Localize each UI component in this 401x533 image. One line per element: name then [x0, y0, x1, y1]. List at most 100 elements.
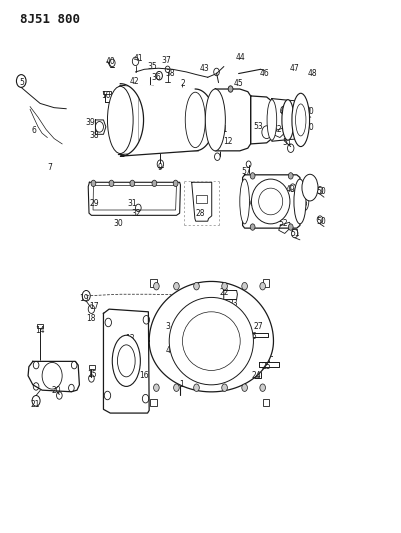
Text: 45: 45 [234, 79, 243, 88]
Text: 34: 34 [219, 367, 229, 376]
Text: 52: 52 [272, 125, 282, 134]
Circle shape [222, 384, 227, 391]
Text: 29: 29 [89, 199, 99, 208]
Ellipse shape [169, 297, 253, 385]
Text: 21: 21 [30, 400, 40, 408]
Bar [263, 279, 269, 287]
Ellipse shape [282, 100, 294, 140]
Text: 23: 23 [229, 300, 238, 308]
Text: 56: 56 [246, 199, 255, 208]
Ellipse shape [240, 179, 249, 224]
Circle shape [174, 384, 179, 391]
Circle shape [109, 180, 114, 187]
Bar [103, 91, 111, 94]
Circle shape [91, 180, 96, 187]
Circle shape [154, 384, 159, 391]
Bar [150, 399, 157, 406]
Circle shape [242, 282, 247, 290]
Text: 40: 40 [105, 57, 115, 66]
Text: 44: 44 [236, 53, 245, 62]
Circle shape [152, 180, 157, 187]
Bar [221, 365, 227, 369]
Text: 27: 27 [254, 322, 263, 330]
Text: 17: 17 [89, 302, 99, 311]
Bar [89, 365, 95, 369]
Bar [150, 279, 157, 287]
Text: 37: 37 [162, 56, 171, 64]
Text: 15: 15 [87, 370, 97, 378]
Circle shape [250, 173, 255, 179]
Circle shape [260, 384, 265, 391]
Text: 39: 39 [85, 118, 95, 127]
Text: 51: 51 [290, 229, 300, 238]
Ellipse shape [112, 335, 140, 386]
Text: 57: 57 [242, 167, 251, 176]
Circle shape [288, 173, 293, 179]
Bar [219, 133, 225, 139]
Text: 13: 13 [126, 334, 135, 343]
Bar [249, 367, 261, 378]
Text: 54: 54 [304, 177, 314, 185]
Text: 38: 38 [166, 69, 175, 77]
Text: 38: 38 [89, 132, 99, 140]
Polygon shape [88, 182, 180, 215]
Circle shape [173, 180, 178, 187]
Text: 16: 16 [140, 372, 149, 380]
Ellipse shape [107, 86, 133, 154]
Polygon shape [243, 175, 300, 228]
Bar [136, 359, 141, 364]
Text: 26: 26 [247, 333, 257, 341]
Circle shape [174, 282, 179, 290]
Text: 14: 14 [35, 326, 45, 335]
Ellipse shape [294, 179, 306, 224]
Text: 35: 35 [148, 62, 157, 71]
Text: 48: 48 [308, 69, 318, 78]
Text: 41: 41 [134, 54, 143, 63]
Polygon shape [120, 84, 215, 156]
Text: 49: 49 [280, 108, 290, 116]
Text: 49: 49 [286, 185, 296, 193]
Text: 50: 50 [304, 124, 314, 132]
Polygon shape [149, 281, 273, 392]
Circle shape [250, 224, 255, 230]
Ellipse shape [292, 93, 310, 147]
Text: 50: 50 [304, 108, 314, 116]
Ellipse shape [296, 104, 306, 136]
Polygon shape [272, 99, 288, 141]
Bar [129, 334, 135, 338]
Bar [178, 381, 184, 385]
Bar [251, 368, 259, 377]
Text: 53: 53 [254, 123, 263, 131]
Text: 24: 24 [251, 372, 261, 380]
Bar [142, 372, 148, 376]
Ellipse shape [185, 92, 205, 148]
Ellipse shape [259, 188, 283, 215]
Text: 25: 25 [262, 362, 271, 371]
Text: 36: 36 [152, 73, 161, 82]
Polygon shape [103, 309, 149, 413]
Text: 31: 31 [128, 199, 137, 208]
Circle shape [130, 180, 135, 187]
Text: 7: 7 [48, 164, 53, 172]
Circle shape [288, 224, 293, 230]
Text: 28: 28 [196, 209, 205, 217]
Text: 10: 10 [101, 92, 111, 100]
Text: 47: 47 [290, 64, 300, 72]
Polygon shape [95, 120, 106, 134]
Bar [37, 324, 43, 328]
Polygon shape [192, 182, 212, 221]
Text: 46: 46 [260, 69, 269, 78]
Text: 52: 52 [278, 220, 288, 228]
Text: 50: 50 [316, 188, 326, 196]
Ellipse shape [205, 89, 225, 151]
Circle shape [176, 292, 180, 297]
Text: 6: 6 [32, 126, 36, 135]
Circle shape [222, 282, 227, 290]
Circle shape [194, 384, 199, 391]
Polygon shape [215, 89, 251, 151]
Bar [164, 345, 171, 349]
Ellipse shape [251, 179, 290, 224]
Circle shape [154, 282, 159, 290]
Text: 1: 1 [179, 381, 184, 389]
Bar [196, 195, 207, 203]
